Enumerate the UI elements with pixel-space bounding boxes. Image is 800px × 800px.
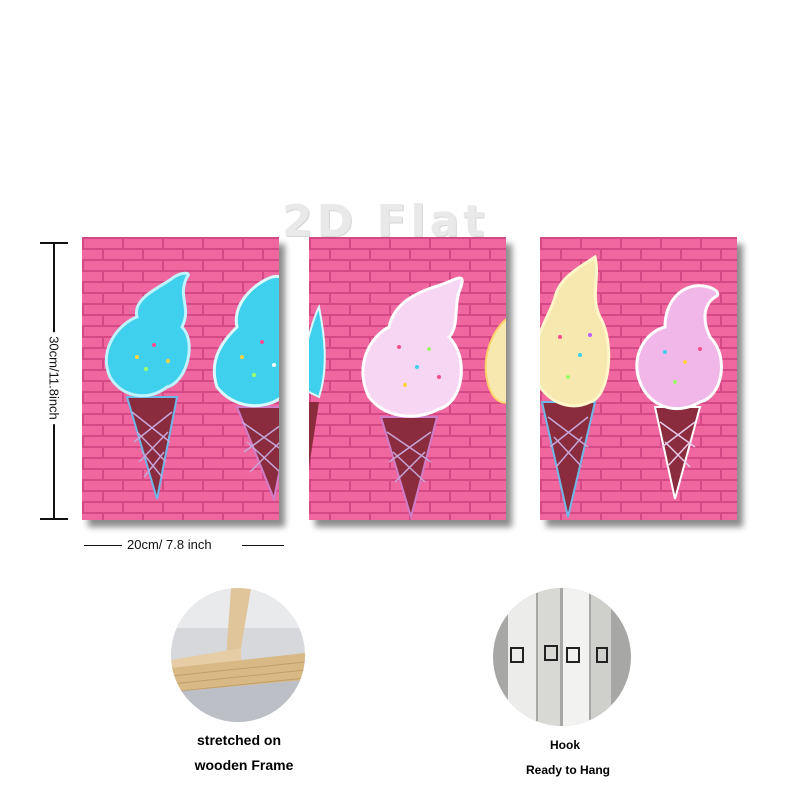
width-dimension-line-left xyxy=(84,545,122,546)
hook-photo xyxy=(493,588,631,726)
ice-cream-cone-blue-1 xyxy=(104,271,191,500)
ice-cream-cone-blue-2 xyxy=(212,274,279,503)
hook-caption-line2: Ready to Hang xyxy=(525,763,611,777)
canvas-panel-center xyxy=(309,237,506,520)
ice-cream-cone-cream-partial xyxy=(484,318,506,404)
width-dimension-label: 20cm/ 7.8 inch xyxy=(127,537,212,552)
frame-caption-line2: wooden Frame xyxy=(194,757,294,773)
height-dimension-label: 30cm/11.8inch xyxy=(46,332,62,424)
frame-caption-line1: stretched on xyxy=(196,732,282,748)
width-dimension-line-right xyxy=(242,545,284,546)
hook-caption-line1: Hook xyxy=(550,738,580,752)
ice-cream-cone-lavender xyxy=(635,284,723,500)
canvas-panel-left xyxy=(82,237,279,520)
height-dimension-tick-bottom xyxy=(40,518,68,520)
wooden-frame-photo xyxy=(171,588,305,722)
ice-cream-cone-cream xyxy=(540,254,611,518)
ice-cream-cone-blue-partial xyxy=(309,303,326,467)
ice-cream-cone-pink xyxy=(361,276,464,520)
height-dimension-tick-top xyxy=(40,242,68,244)
canvas-panel-right xyxy=(540,237,737,520)
